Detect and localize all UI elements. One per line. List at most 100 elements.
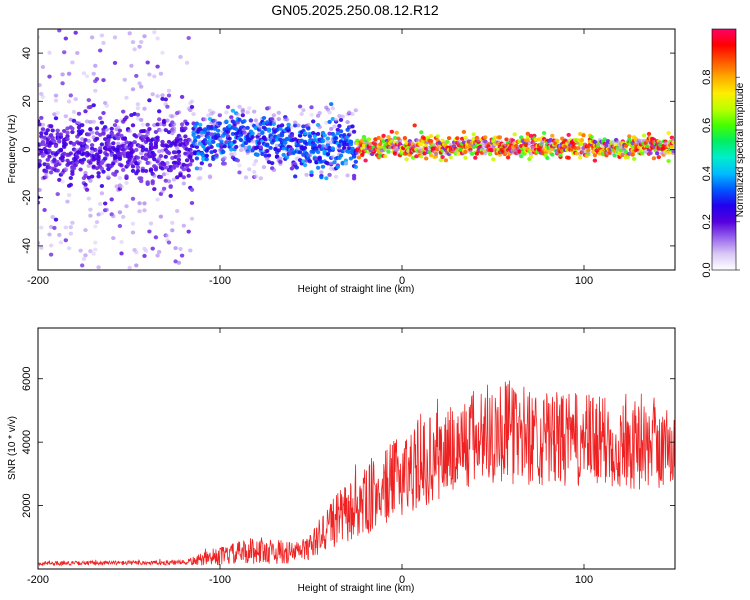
spectrogram-cell <box>266 105 272 110</box>
spectrogram-cell <box>132 140 137 145</box>
spectrogram-cell <box>440 138 445 143</box>
spectrogram-cell <box>88 207 93 212</box>
spectrogram-cell <box>350 149 355 154</box>
spectrogram-cell <box>96 161 101 166</box>
spectrogram-cell <box>61 50 67 55</box>
spectrogram-cell <box>404 157 409 162</box>
spectrogram-cell <box>304 141 309 146</box>
spectrogram-cell <box>147 127 152 131</box>
spectrogram-cell <box>636 138 642 143</box>
spectrogram-cell <box>186 36 191 40</box>
spectrogram-cell <box>309 112 314 117</box>
spectrogram-cell <box>88 178 93 183</box>
spectrogram-cell <box>273 146 278 151</box>
snr-x-axis: -200 -100 0 100 <box>27 328 593 586</box>
spectrogram-cell <box>487 152 493 157</box>
spectrogram-cell <box>165 233 170 238</box>
spectrogram-cell <box>193 138 198 143</box>
spectrogram-cell <box>225 105 231 109</box>
spectrogram-cell <box>53 93 59 98</box>
y-tick-label: 40 <box>21 47 33 59</box>
spectrogram-cell <box>194 145 200 149</box>
spectrogram-cell <box>101 169 106 174</box>
spectrogram-cell <box>460 136 465 141</box>
spectrogram-cell <box>44 169 49 174</box>
spectrogram-cell <box>199 130 204 135</box>
spectrogram-cell <box>317 111 322 115</box>
spectrogram-cell <box>114 119 119 124</box>
spectrogram-cell <box>134 250 139 255</box>
spectrogram-cell <box>528 154 534 159</box>
spectrogram-cell <box>311 149 316 154</box>
spectrogram-cell <box>545 156 550 160</box>
spectrogram-cell <box>93 88 98 93</box>
spectrogram-cell <box>65 199 70 204</box>
spectrogram-cell <box>129 154 134 159</box>
spectrogram-cell <box>153 235 159 240</box>
spectrogram-cell <box>671 138 675 143</box>
spectrogram-cell <box>60 179 65 184</box>
spectrogram-cell <box>325 161 331 166</box>
spectrogram-cell <box>202 117 208 122</box>
spectrogram-cell <box>651 156 657 161</box>
spectrogram-cell <box>155 94 160 99</box>
spectrogram-cell <box>324 120 329 125</box>
spectrogram-cell <box>165 118 170 123</box>
spectrogram-cell <box>276 117 281 122</box>
spectrogram-cell <box>71 166 77 171</box>
spectrogram-cell <box>53 217 59 222</box>
spectrogram-cell <box>165 160 170 165</box>
spectrogram-cell <box>178 172 183 177</box>
spectrogram-cell <box>168 168 173 173</box>
spectrogram-cell <box>211 110 216 115</box>
colorbar-tick-label: 0.0 <box>701 262 713 277</box>
spectrogram-cell <box>45 157 50 162</box>
spectrogram-cell <box>623 150 629 154</box>
spectrogram-cell <box>48 124 54 129</box>
spectrogram-cell <box>116 141 121 146</box>
spectrogram-cell <box>365 140 370 145</box>
spectrogram-cell <box>232 151 237 156</box>
spectrogram-cell <box>265 156 270 161</box>
spectrogram-cell <box>406 145 411 150</box>
spectrogram-cell <box>333 117 339 122</box>
spectrogram-cell <box>188 108 193 113</box>
spectrogram-cell <box>307 134 313 139</box>
spectrogram-cell <box>314 160 319 165</box>
spectrogram-cell <box>145 60 150 65</box>
spectrogram-cell <box>442 151 447 156</box>
spectrogram-cell <box>178 54 183 59</box>
spectrogram-cell <box>301 124 306 129</box>
spectrogram-cell <box>578 155 583 160</box>
spectrogram-cell <box>632 156 637 161</box>
spectrogram-cell <box>91 164 96 169</box>
spectrogram-cell <box>337 143 342 148</box>
spectrogram-cell <box>612 153 617 158</box>
spectrogram-cell <box>130 168 136 173</box>
spectrogram-cell <box>266 153 272 158</box>
spectrogram-cell <box>139 151 144 156</box>
spectrogram-cell <box>61 151 67 156</box>
spectrogram-cell <box>270 161 275 166</box>
spectrogram-cell <box>112 123 118 128</box>
spectrogram-cell <box>157 117 162 122</box>
spectrogram-cell <box>160 166 165 171</box>
spectrogram-cell <box>386 149 391 154</box>
spectrogram-cell <box>70 126 75 131</box>
spectrogram-cell <box>256 132 262 136</box>
spectrogram-cell <box>88 127 93 132</box>
spectrogram-cell <box>139 40 144 44</box>
spectrogram-cell <box>247 145 252 150</box>
spectrogram-cell <box>245 151 250 155</box>
y-tick-label: -40 <box>21 238 33 254</box>
spectrogram-cell <box>152 187 157 192</box>
spectrogram-cell <box>161 119 167 124</box>
spectrogram-cell <box>204 153 209 158</box>
spectrogram-cell <box>140 168 145 173</box>
spectrogram-cell <box>428 134 434 138</box>
spectrogram-cell <box>227 126 232 131</box>
spectrogram-cell <box>124 115 129 120</box>
spectrogram-cell <box>337 114 342 118</box>
spectrogram-cell <box>329 166 334 171</box>
snr-panel: -200 -100 0 100 2000 4000 6000 Height of stra… <box>7 327 676 594</box>
